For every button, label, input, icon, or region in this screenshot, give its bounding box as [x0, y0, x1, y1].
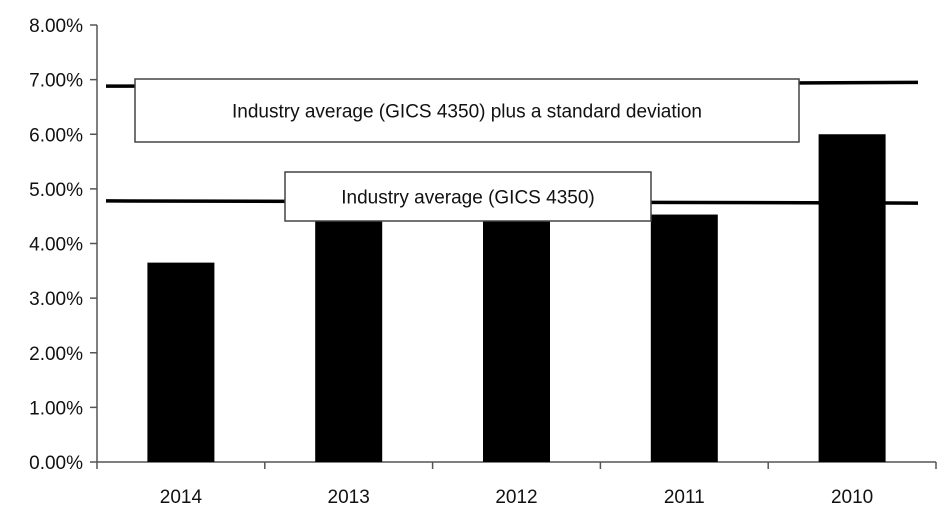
annotation-box-1: Industry average (GICS 4350) — [284, 171, 652, 222]
x-tick-label: 2011 — [664, 487, 705, 508]
bar-2011 — [650, 214, 718, 462]
bar-2010 — [818, 134, 886, 462]
y-tick-label: 4.00% — [29, 235, 83, 256]
annotation-label: Industry average (GICS 4350) — [341, 188, 594, 209]
y-tick-label: 1.00% — [29, 398, 83, 419]
bar-2012 — [483, 218, 550, 462]
y-tick-label: 8.00% — [29, 16, 83, 37]
x-tick-label: 2014 — [160, 487, 203, 508]
annotation-box-border — [284, 171, 652, 222]
annotation-box-0: Industry average (GICS 4350) plus a stan… — [134, 78, 800, 143]
y-tick-label: 3.00% — [29, 289, 83, 310]
annotation-box-border — [134, 78, 800, 143]
annotations: Industry average (GICS 4350) plus a stan… — [134, 78, 800, 222]
x-axis: 2014 2013 2012 2011 2010 — [96, 461, 937, 508]
x-tick-label: 2013 — [328, 487, 370, 508]
y-tick-label: 0.00% — [29, 453, 83, 474]
x-tick-label: 2010 — [831, 487, 873, 508]
x-tick-label: 2012 — [495, 487, 537, 508]
annotation-label: Industry average (GICS 4350) plus a stan… — [232, 102, 702, 123]
bar-2013 — [315, 218, 383, 462]
y-tick-label: 7.00% — [29, 71, 83, 92]
y-tick-label: 5.00% — [29, 180, 83, 201]
y-tick-label: 6.00% — [29, 125, 83, 146]
bar-2014 — [147, 262, 215, 462]
y-axis: 0.00% 1.00% 2.00% 3.00% 4.00% 5.00% 6.00% 7.00%… — [29, 16, 98, 474]
y-tick-label: 2.00% — [29, 344, 83, 365]
bars — [147, 134, 886, 462]
